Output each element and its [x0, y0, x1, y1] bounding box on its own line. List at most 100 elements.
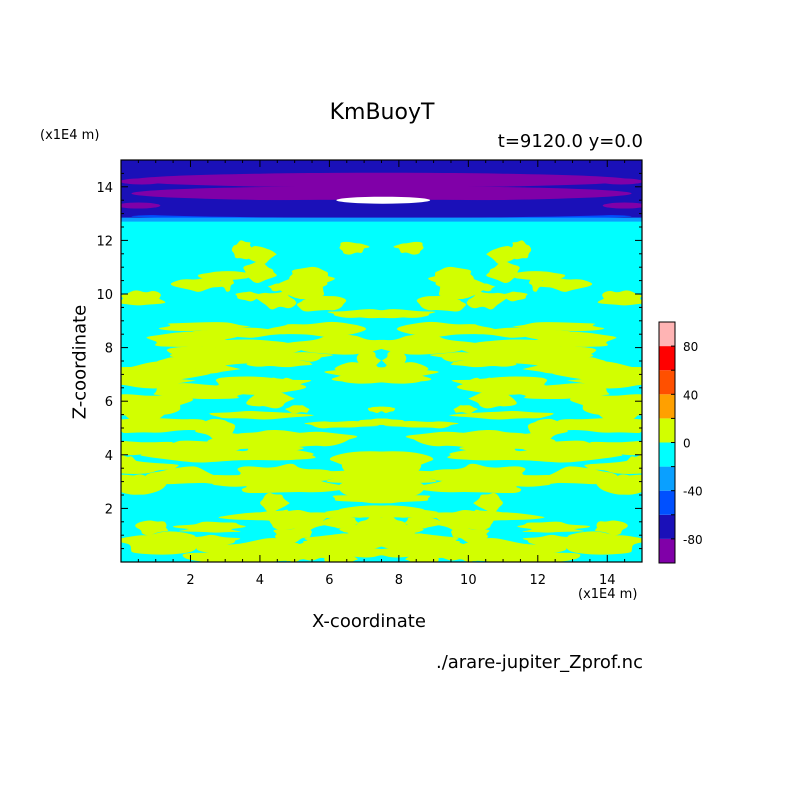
positive-patch: [121, 474, 167, 495]
x-tick-label: 4: [256, 573, 264, 588]
positive-patch: [163, 537, 210, 549]
positive-patch: [243, 261, 277, 284]
positive-patch: [121, 394, 194, 416]
x-tick-label: 12: [530, 573, 547, 588]
y-tick-label: 2: [105, 502, 113, 517]
positive-patch: [273, 527, 312, 543]
positive-patch: [334, 362, 383, 379]
top-layer-band: [121, 202, 161, 209]
colorbar-segment: [659, 442, 675, 467]
max-region: [336, 196, 431, 204]
positive-patch: [327, 309, 426, 319]
positive-patch: [191, 331, 228, 343]
x-tick-label: 8: [395, 573, 403, 588]
positive-patch: [121, 460, 179, 474]
positive-patch: [260, 492, 290, 513]
positive-patch: [428, 551, 508, 559]
z-axis-unit: (x1E4 m): [40, 128, 100, 143]
positive-patch: [569, 394, 642, 416]
positive-patch: [324, 551, 359, 562]
y-tick-label: 10: [96, 288, 113, 303]
positive-patch: [497, 379, 552, 393]
positive-patch: [153, 383, 262, 399]
positive-patch: [473, 492, 503, 513]
positive-patch: [121, 421, 204, 434]
positive-patch: [404, 551, 439, 562]
source-file-label: ./arare-jupiter_Zprof.nc: [435, 652, 643, 673]
positive-patch: [339, 241, 370, 255]
colorbar-tick-label: -40: [683, 485, 703, 499]
x-axis-unit: (x1E4 m): [578, 587, 638, 602]
positive-patch: [255, 352, 334, 362]
positive-patch: [542, 344, 597, 362]
positive-patch: [260, 484, 299, 492]
positive-patch: [393, 241, 424, 255]
y-tick-label: 8: [105, 342, 113, 357]
positive-patch: [594, 520, 628, 536]
positive-patch: [469, 377, 498, 394]
colorbar-segment: [659, 418, 675, 443]
positive-patch: [192, 327, 297, 338]
positive-patch: [553, 537, 600, 549]
positive-patch: [404, 517, 442, 529]
positive-patch: [296, 295, 347, 312]
positive-patch: [336, 451, 434, 475]
positive-patch: [584, 460, 642, 474]
transition-band: [121, 217, 642, 222]
positive-patch: [434, 430, 556, 450]
positive-patch: [435, 277, 485, 300]
positive-patch: [486, 261, 520, 284]
positive-patch: [451, 527, 490, 543]
positive-patch: [140, 447, 268, 463]
positive-patch: [596, 474, 642, 495]
colorbar-segment: [659, 322, 675, 347]
positive-patch: [535, 331, 572, 343]
positive-patch: [135, 520, 169, 536]
colorbar-segment: [659, 538, 675, 563]
positive-patch: [383, 421, 459, 429]
colorbar-segment: [659, 370, 675, 395]
colorbar-tick-label: 40: [683, 388, 698, 402]
top-layer-band: [131, 160, 632, 175]
positive-patch: [341, 521, 424, 540]
colorbar-tick-label: 0: [683, 437, 691, 451]
positive-patch: [559, 421, 642, 434]
positive-patch: [503, 291, 528, 302]
positive-patch: [278, 277, 328, 300]
positive-patch: [166, 344, 221, 362]
y-tick-label: 4: [105, 449, 113, 464]
colorbar-segment: [659, 490, 675, 515]
plot-axes: 2 4 6 8 10 12 14 2 4 6 8 10 12 14: [96, 159, 643, 588]
positive-patch: [373, 406, 395, 413]
positive-patch: [253, 290, 297, 310]
positive-patch: [495, 447, 623, 463]
colorbar-segment: [659, 346, 675, 371]
positive-patch: [209, 411, 314, 420]
top-layer-band: [121, 178, 164, 185]
positive-patch: [337, 494, 431, 504]
positive-patch: [255, 551, 335, 559]
positive-patch: [211, 379, 266, 393]
top-layer-band: [162, 189, 601, 200]
top-layer-band: [599, 178, 642, 185]
positive-patch: [416, 295, 467, 312]
top-layer-band: [121, 203, 642, 218]
positive-patch: [121, 290, 166, 306]
positive-patch: [285, 405, 310, 414]
x-axis-label: X-coordinate: [312, 611, 426, 632]
positive-patch: [235, 291, 260, 302]
positive-patch: [172, 521, 246, 530]
positive-patch: [207, 430, 329, 450]
positive-patch: [464, 484, 503, 492]
positive-patch: [468, 389, 517, 409]
colorbar: -80 -40 0 40 80: [658, 321, 703, 564]
positive-patch: [246, 246, 277, 264]
contour-field: [121, 160, 642, 562]
positive-patch: [321, 517, 359, 529]
chart-subtitle: t=9120.0 y=0.0: [497, 131, 643, 152]
colorbar-segment: [659, 514, 675, 539]
colorbar-segment: [659, 466, 675, 491]
positive-patch: [285, 334, 397, 355]
y-tick-label: 12: [96, 234, 113, 249]
